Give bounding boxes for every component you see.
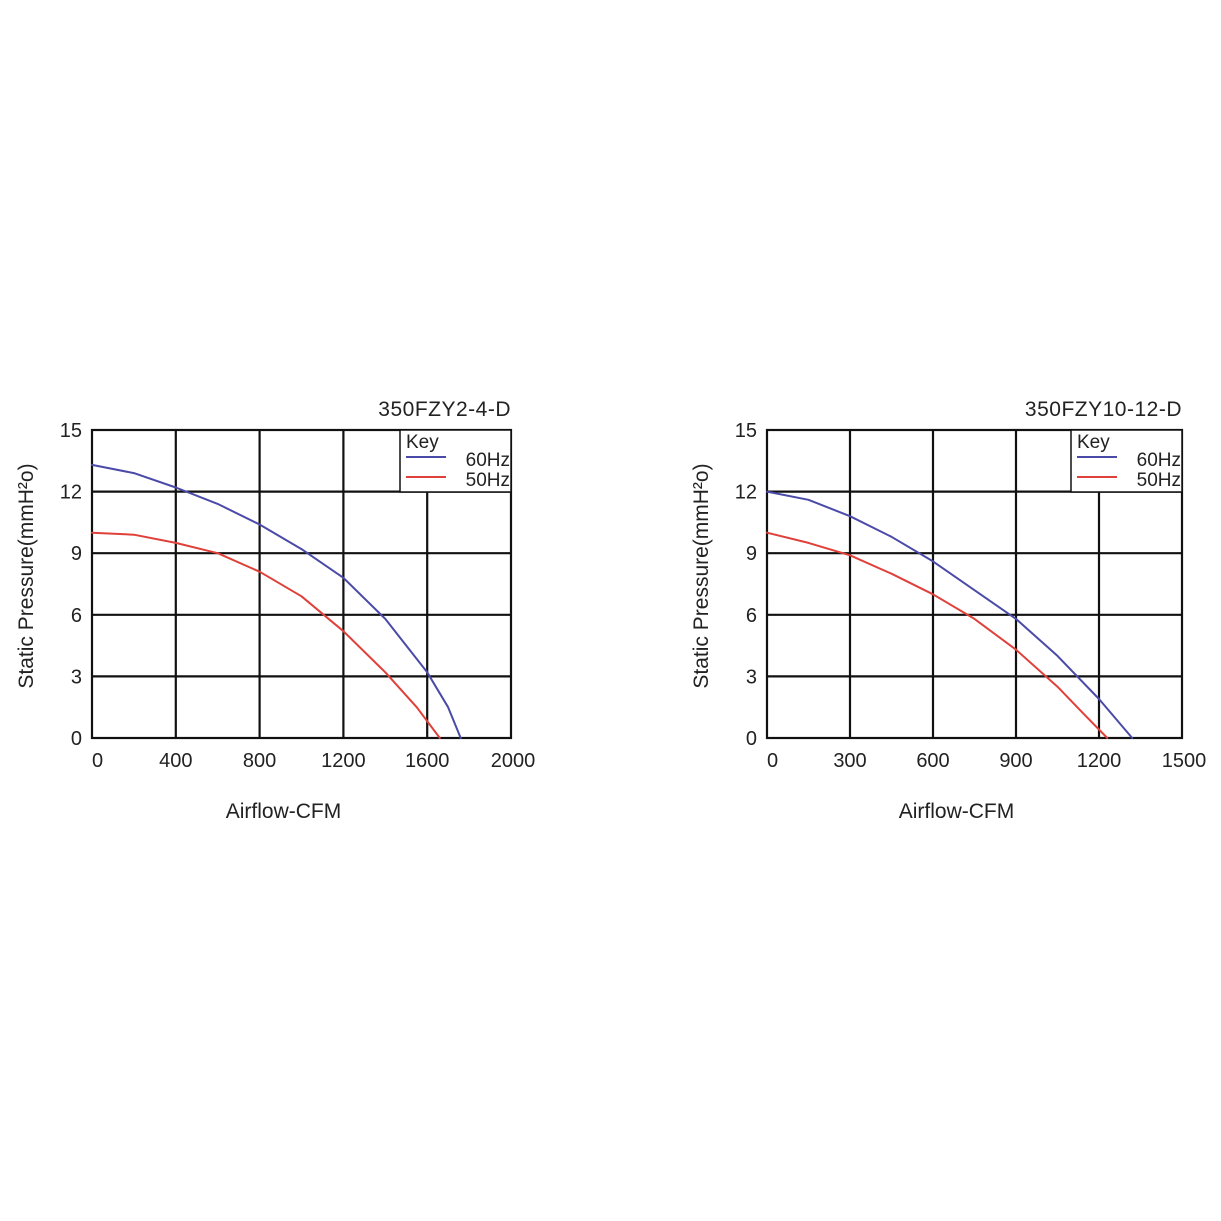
y-tick-label: 15 — [60, 420, 82, 442]
chart-title: 350FZY2-4-D — [378, 398, 511, 421]
y-tick-label: 0 — [71, 728, 82, 750]
x-axis-label: Airflow-CFM — [899, 800, 1015, 823]
legend-label: 60Hz — [466, 450, 510, 471]
x-tick-label: 300 — [833, 750, 866, 772]
legend-box — [399, 429, 512, 493]
y-tick-label: 9 — [71, 543, 82, 565]
legend-box — [1070, 429, 1183, 493]
y-tick-label: 12 — [735, 482, 757, 504]
x-tick-label: 400 — [159, 750, 192, 772]
series-line-60Hz — [766, 490, 1134, 739]
x-axis-label: Airflow-CFM — [226, 800, 342, 823]
plot-frame — [765, 428, 1184, 740]
x-tick-label: 2000 — [491, 750, 536, 772]
legend-title: Key — [406, 432, 439, 453]
y-tick-label: 12 — [60, 482, 82, 504]
y-tick-label: 9 — [746, 543, 757, 565]
chart-2: 350FZY10-12-D 0 300 600 900 1200 1500 0 3 6 9 12 15 A… — [690, 398, 1206, 823]
chart-1: 350FZY2-4-D 0 400 800 1200 1600 2000 0 3 6 9 12 15 Ai… — [15, 398, 535, 823]
y-tick-label: 6 — [71, 605, 82, 627]
y-tick-label: 0 — [746, 728, 757, 750]
legend-title: Key — [1077, 432, 1110, 453]
plot-frame — [90, 428, 513, 740]
x-tick-label: 1600 — [405, 750, 450, 772]
chart-title: 350FZY10-12-D — [1025, 398, 1182, 421]
legend-label: 50Hz — [466, 470, 510, 491]
y-tick-label: 3 — [746, 666, 757, 688]
y-tick-label: 6 — [746, 605, 757, 627]
legend-label: 50Hz — [1137, 470, 1181, 491]
series-line-60Hz — [91, 463, 462, 739]
x-tick-label: 1200 — [1077, 750, 1122, 772]
x-tick-label: 1500 — [1162, 750, 1207, 772]
x-tick-label: 0 — [767, 750, 778, 772]
x-tick-label: 600 — [916, 750, 949, 772]
y-axis-label: Static Pressure(mmH²o) — [690, 463, 713, 688]
x-tick-label: 1200 — [321, 750, 366, 772]
series-line-50Hz — [91, 531, 441, 739]
series-line-50Hz — [766, 531, 1109, 739]
x-tick-label: 800 — [243, 750, 276, 772]
y-tick-label: 3 — [71, 666, 82, 688]
y-tick-label: 15 — [735, 420, 757, 442]
y-axis-label: Static Pressure(mmH²o) — [15, 463, 38, 688]
x-tick-label: 900 — [999, 750, 1032, 772]
legend-label: 60Hz — [1137, 450, 1181, 471]
x-tick-label: 0 — [92, 750, 103, 772]
